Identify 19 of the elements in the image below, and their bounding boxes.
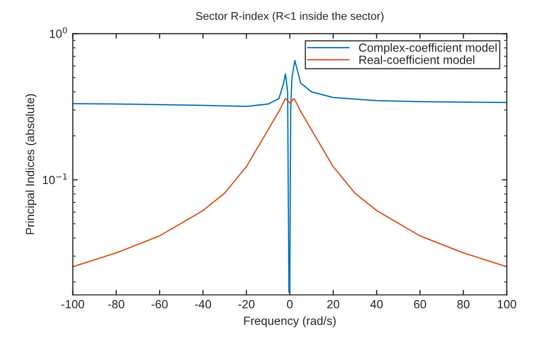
legend-label: Complex-coefficient model [359, 43, 497, 54]
y-tick-label: 10$^{0}$ [50, 27, 68, 38]
x-tick-label: -20 [238, 300, 254, 308]
x-tick-label: 80 [457, 300, 470, 308]
x-tick-label: 20 [327, 300, 340, 308]
x-tick-label: 60 [414, 300, 426, 308]
x-tick-label: -100 [62, 300, 84, 308]
x-tick-label: -40 [194, 300, 212, 308]
x-axis-title: Frequency (rad/s) [244, 316, 336, 328]
x-tick-label: 40 [370, 300, 383, 308]
y-tick-label: 10$^{−1}$ [42, 173, 67, 184]
x-tick-label: 0 [286, 300, 293, 308]
y-axis-title: Principal Indices (absolute) [26, 94, 37, 234]
x-tick-label: -80 [108, 300, 124, 308]
x-tick-label: -60 [152, 300, 168, 308]
x-tick-label: 100 [498, 300, 516, 308]
legend-label: Real-coefficient model [359, 55, 474, 64]
chart-title: Sector R-index (R<1 inside the sector) [196, 12, 384, 22]
line-series [72, 98, 507, 268]
